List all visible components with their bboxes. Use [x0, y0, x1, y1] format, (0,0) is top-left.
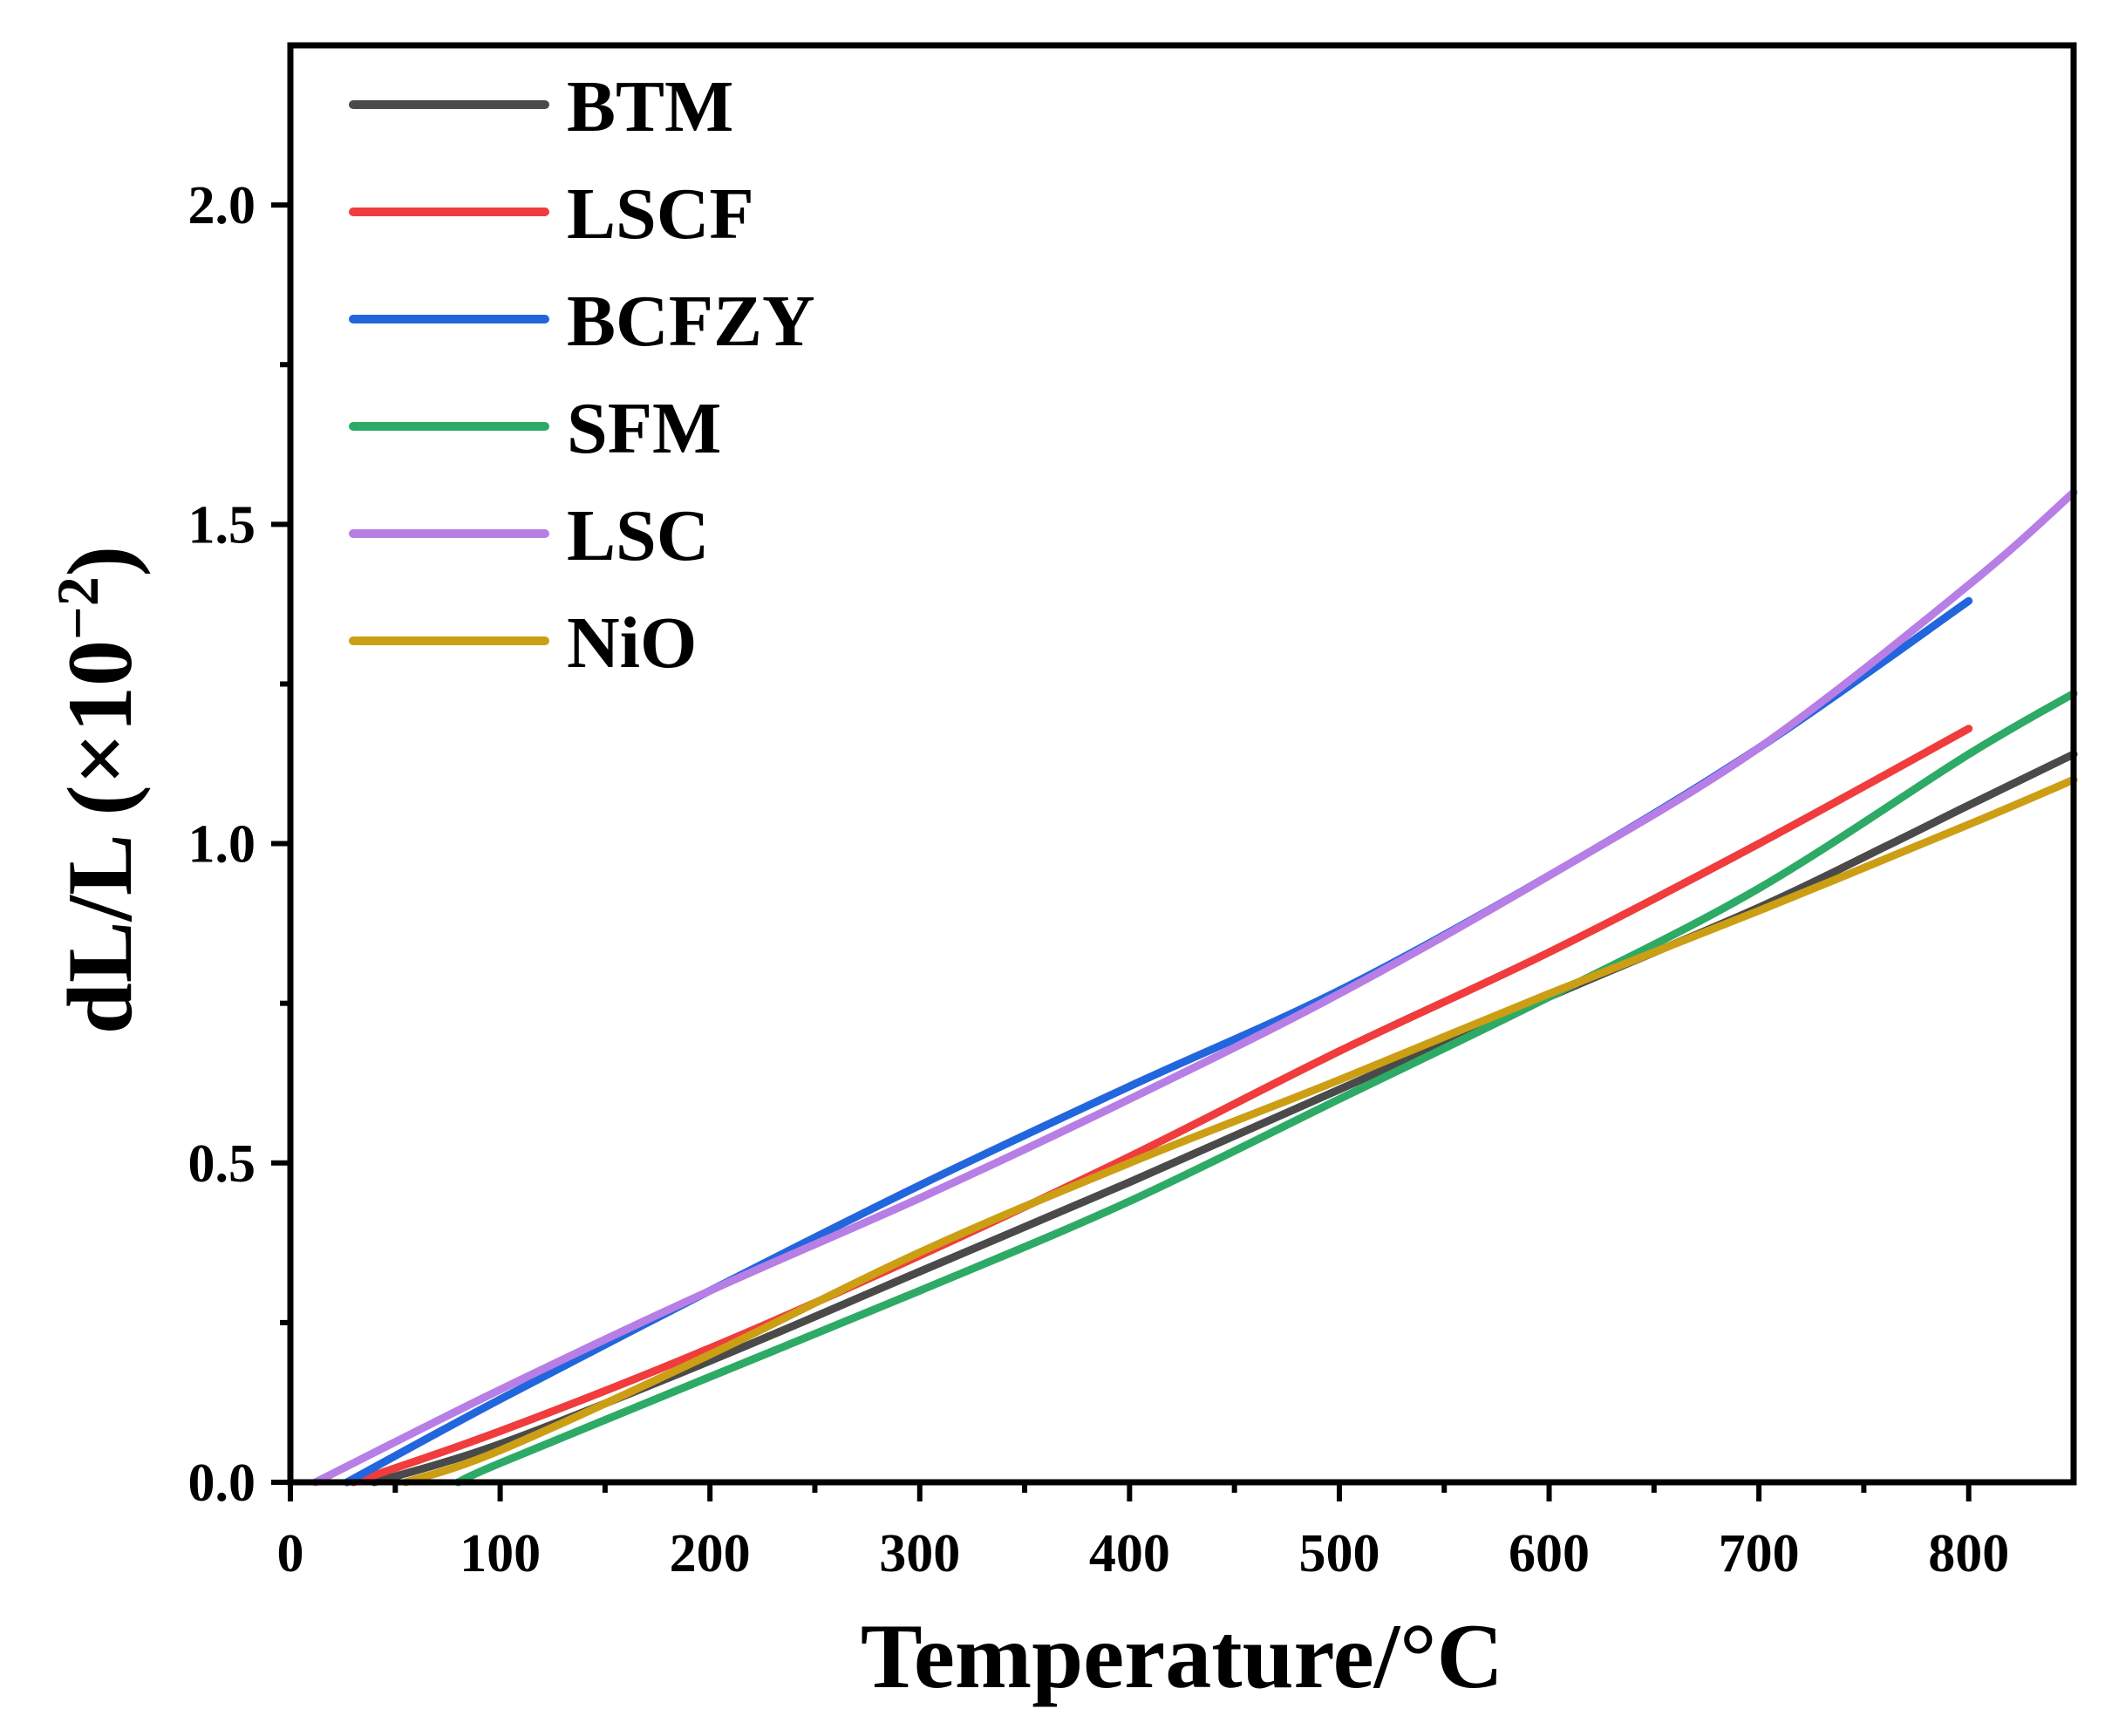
- series-line-lsc: [311, 488, 2078, 1487]
- x-axis-title: Temperature/°C: [861, 1605, 1503, 1707]
- axis-ticks: 0 100 200 300 400 500 600 700 800 0.0 0.5 1.0 1.5 2.0: [188, 176, 2010, 1583]
- x-tick-label: 0: [277, 1524, 304, 1583]
- series-line-sfm: [454, 689, 2078, 1487]
- y-axis-title-exponent: −2: [44, 576, 111, 640]
- legend-label-nio: NiO: [567, 602, 697, 684]
- y-tick-label: 0.5: [188, 1134, 256, 1194]
- x-tick-label: 700: [1719, 1524, 1800, 1583]
- x-tick-label: 300: [879, 1524, 960, 1583]
- series-line-btm: [370, 750, 2078, 1487]
- y-tick-label: 1.0: [188, 815, 256, 875]
- y-tick-label: 2.0: [188, 176, 256, 235]
- y-axis-title-main: dL/L (×10: [49, 640, 151, 1034]
- y-axis-title: dL/L (×10−2): [44, 546, 151, 1034]
- y-axis-title-close: ): [49, 546, 151, 576]
- x-tick-label: 400: [1089, 1524, 1170, 1583]
- x-tick-label: 600: [1509, 1524, 1590, 1583]
- legend-label-lsc: LSC: [567, 495, 709, 576]
- x-tick-label: 100: [460, 1524, 541, 1583]
- series-line-nio: [401, 775, 2078, 1487]
- legend-label-sfm: SFM: [567, 388, 721, 469]
- legend-label-lscf: LSCF: [567, 174, 754, 255]
- y-tick-label: 1.5: [188, 495, 256, 555]
- legend-label-bcfzy: BCFZY: [567, 281, 815, 362]
- y-tick-label: 0.0: [188, 1453, 256, 1513]
- x-tick-label: 500: [1298, 1524, 1379, 1583]
- plot-frame: [287, 42, 2077, 1486]
- legend: BTM LSCF BCFZY SFM LSC NiO: [349, 66, 815, 684]
- plot-area: [311, 488, 2078, 1487]
- x-tick-label: 200: [670, 1524, 751, 1583]
- series-line-lscf: [349, 725, 1973, 1487]
- legend-label-btm: BTM: [567, 66, 733, 147]
- x-tick-label: 800: [1928, 1524, 2009, 1583]
